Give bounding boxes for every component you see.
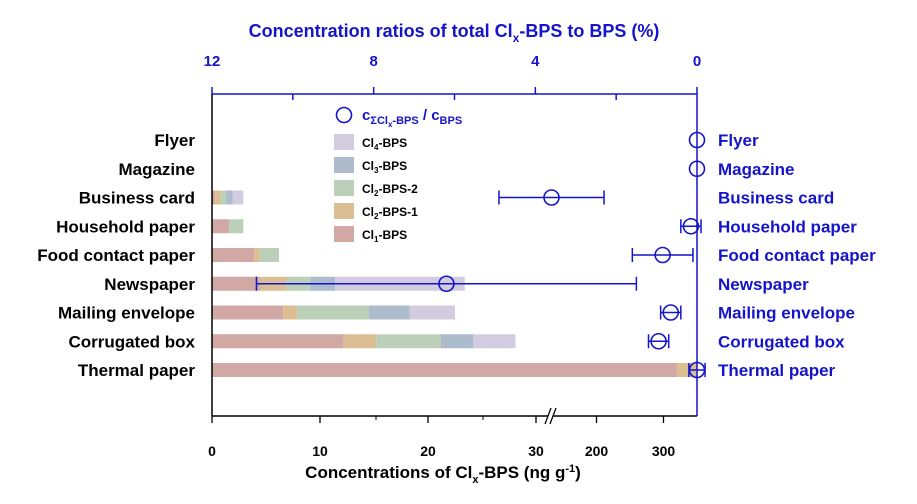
ratio-point-magazine [688, 160, 706, 178]
legend-ratio-label: cΣClx-BPS / cBPS [362, 107, 462, 129]
bar-cl3-bps-corrugated-box [440, 334, 474, 349]
category-label-left-magazine: Magazine [118, 160, 195, 179]
bar-cl2-bps-1-food-contact-paper [254, 248, 260, 262]
category-label-left-mailing-envelope: Mailing envelope [58, 304, 195, 323]
ratio-point-household-paper [682, 217, 700, 235]
legend-swatch-cl3-bps [334, 157, 354, 173]
bar-cl2-bps-1-thermal-paper [676, 363, 697, 377]
bottom-tick-label-200: 200 [585, 443, 609, 459]
top-tick-label-12: 12 [204, 53, 221, 70]
bar-cl4-bps-mailing-envelope [409, 305, 455, 320]
category-label-left-business-card: Business card [79, 189, 195, 208]
top-tick-label-0: 0 [693, 53, 701, 70]
bar-cl1-bps-corrugated-box [212, 334, 344, 349]
bar-cl4-bps-corrugated-box [473, 334, 516, 349]
bar-cl1-bps-food-contact-paper [212, 248, 255, 262]
ratio-point-food-contact-paper [654, 246, 671, 264]
legend-swatch-cl2-bps-1 [334, 203, 354, 219]
top-tick-label-4: 4 [531, 53, 540, 70]
bar-cl2-bps-1-mailing-envelope [283, 305, 298, 320]
bar-cl1-bps-newspaper [212, 276, 260, 291]
category-label-right-newspaper: Newspaper [718, 275, 809, 294]
bottom-tick-label-30: 30 [528, 443, 544, 459]
bar-cl4-bps-business-card [232, 190, 244, 205]
ratio-point-corrugated-box [650, 332, 667, 350]
category-label-left-household-paper: Household paper [56, 217, 195, 236]
top-tick-label-8: 8 [369, 53, 377, 70]
legend-swatch-cl2-bps-2 [334, 180, 354, 196]
bar-cl1-bps-household-paper [212, 219, 230, 234]
bar-cl2-bps-2-food-contact-paper [259, 248, 279, 262]
ratio-point-mailing-envelope [662, 304, 680, 321]
category-label-left-newspaper: Newspaper [104, 275, 195, 294]
category-label-left-flyer: Flyer [154, 131, 195, 150]
bar-cl2-bps-2-business-card [220, 190, 227, 205]
legend-swatch-cl4-bps [334, 134, 354, 150]
legend-label-cl4-bps: Cl4-BPS [362, 136, 407, 152]
bar-cl1-bps-thermal-paper [212, 363, 677, 377]
axis-break-mark-1 [544, 407, 552, 425]
legend-ratio-symbol [335, 106, 353, 124]
legend-label-cl1-bps: Cl1-BPS [362, 228, 407, 244]
ratio-point-thermal-paper [688, 361, 706, 379]
bar-cl1-bps-business-card [212, 190, 216, 205]
legend-swatch-cl1-bps [334, 226, 354, 242]
category-label-left-food-contact-paper: Food contact paper [37, 246, 195, 265]
bar-cl1-bps-mailing-envelope [212, 305, 284, 320]
axis-break-mark-2 [549, 407, 557, 425]
bar-cl3-bps-business-card [226, 190, 233, 205]
bar-cl3-bps-mailing-envelope [368, 305, 410, 320]
legend-label-cl3-bps: Cl3-BPS [362, 159, 407, 175]
category-label-right-flyer: Flyer [718, 131, 759, 150]
ratio-point-newspaper [438, 275, 455, 293]
bottom-axis-title: Concentrations of Clx-BPS (ng g-1) [305, 463, 581, 486]
ratio-point-business-card [543, 189, 560, 206]
top-axis-title: Concentration ratios of total Clx-BPS to… [249, 21, 660, 45]
bar-cl2-bps-1-business-card [215, 190, 221, 205]
category-label-right-thermal-paper: Thermal paper [718, 361, 836, 380]
category-label-right-business-card: Business card [718, 189, 834, 208]
bottom-tick-label-300: 300 [652, 443, 676, 459]
ratio-point-flyer [688, 131, 706, 149]
category-label-right-corrugated-box: Corrugated box [718, 332, 845, 351]
category-label-right-magazine: Magazine [718, 160, 795, 179]
category-label-right-mailing-envelope: Mailing envelope [718, 304, 855, 323]
legend-label-cl2-bps-1: Cl2-BPS-1 [362, 205, 418, 221]
category-label-left-corrugated-box: Corrugated box [68, 332, 195, 351]
bottom-tick-label-20: 20 [420, 443, 436, 459]
bottom-tick-label-0: 0 [208, 443, 216, 459]
bar-cl2-bps-2-household-paper [229, 219, 244, 234]
bottom-tick-label-10: 10 [312, 443, 328, 459]
category-label-right-food-contact-paper: Food contact paper [718, 246, 876, 265]
category-label-right-household-paper: Household paper [718, 217, 857, 236]
bar-cl2-bps-2-mailing-envelope [297, 305, 369, 320]
category-label-left-thermal-paper: Thermal paper [78, 361, 196, 380]
bar-cl2-bps-1-corrugated-box [343, 334, 377, 349]
legend-label-cl2-bps-2: Cl2-BPS-2 [362, 182, 418, 198]
bar-cl2-bps-2-corrugated-box [376, 334, 441, 349]
